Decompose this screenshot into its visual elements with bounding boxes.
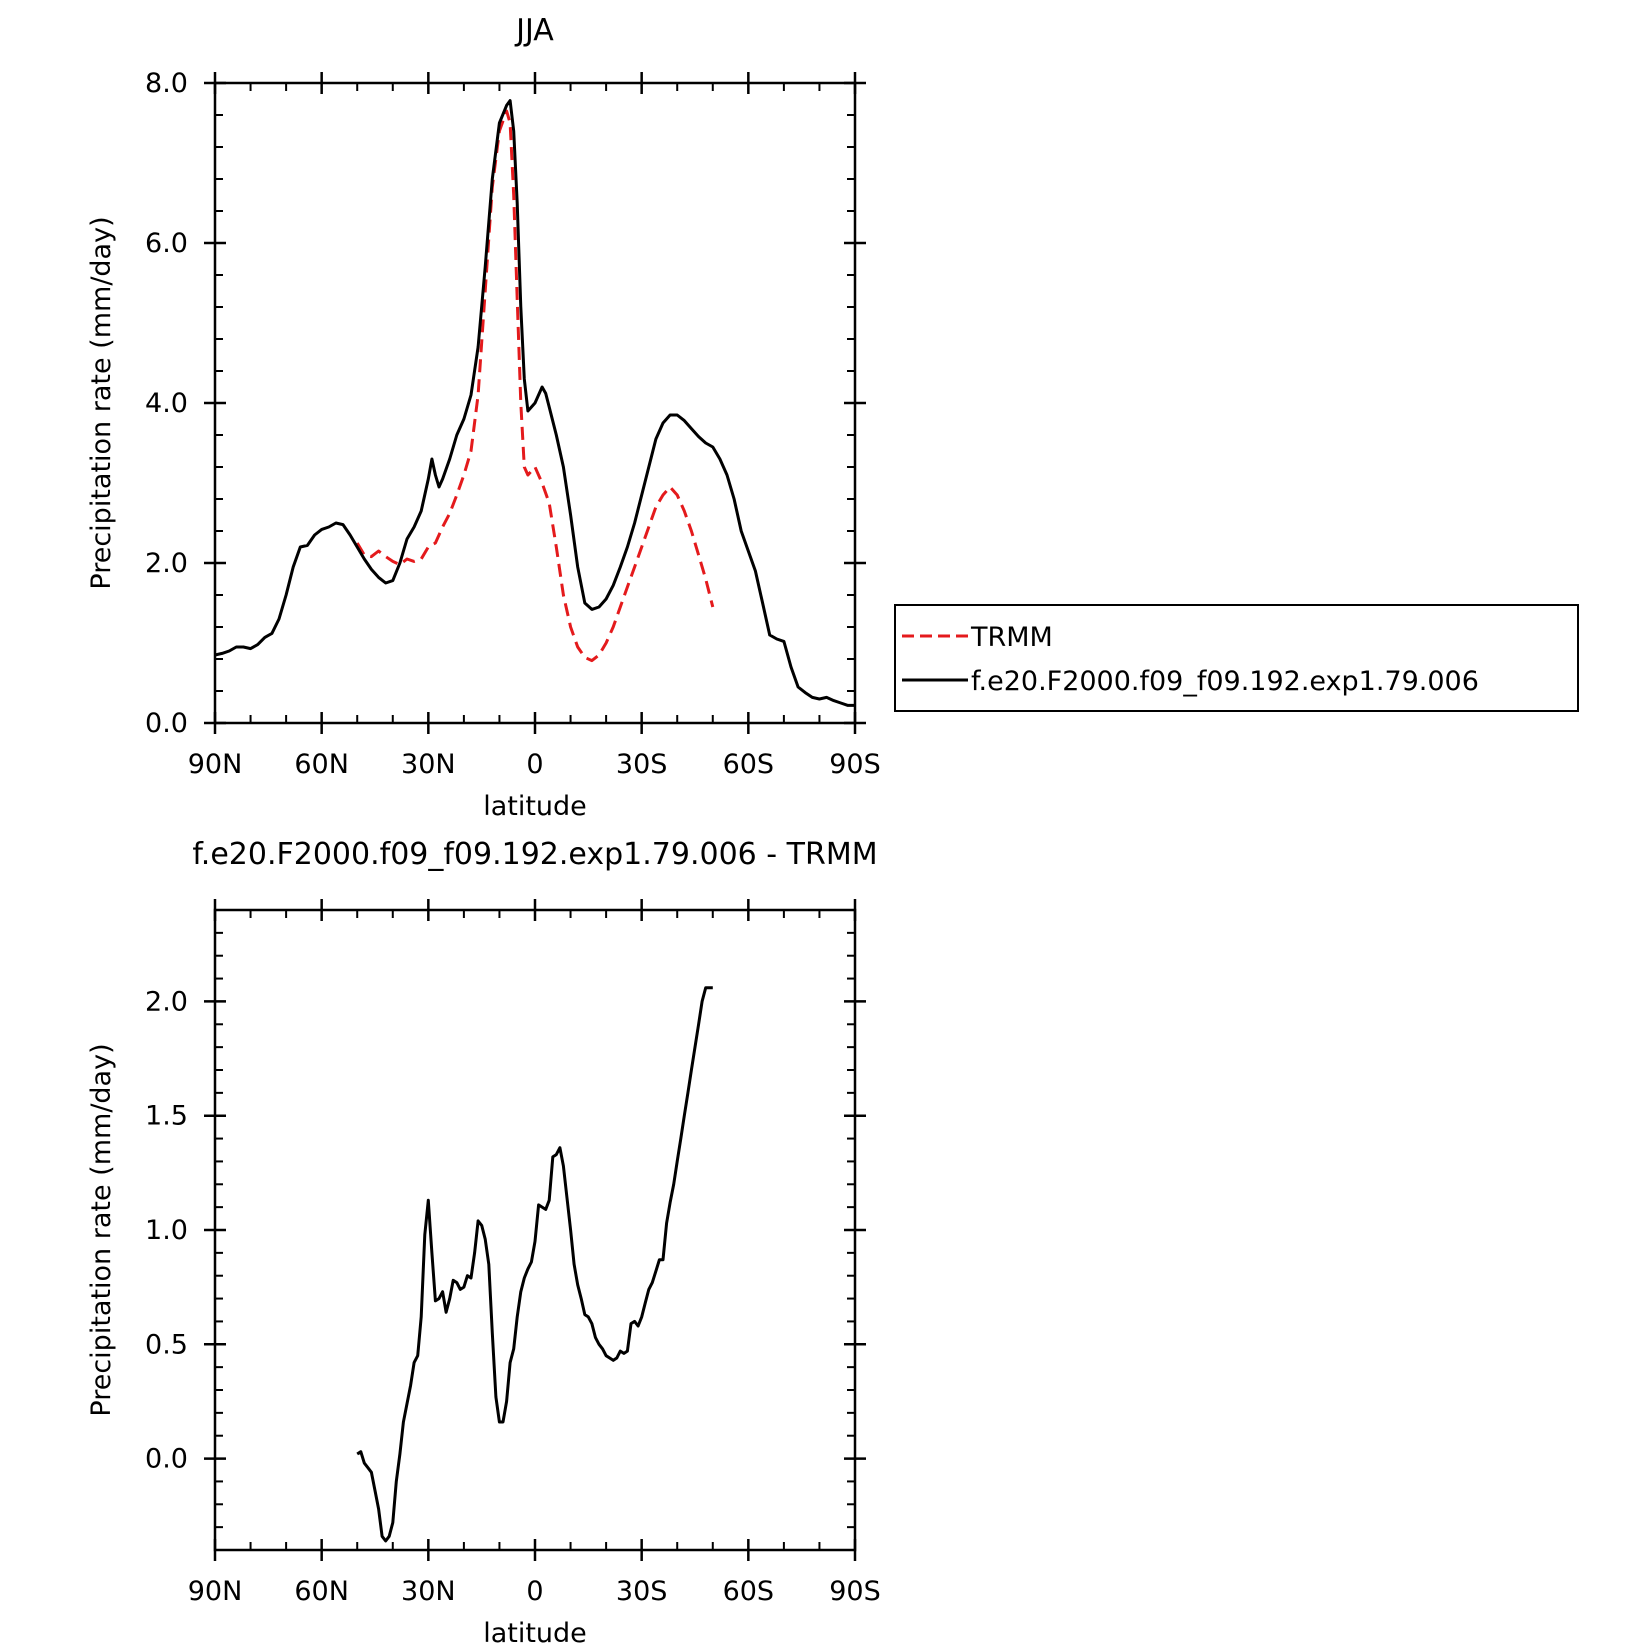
chart-title: f.e20.F2000.f09_f09.192.exp1.79.006 - TR… xyxy=(192,837,877,872)
x-tick-label: 60N xyxy=(294,1576,349,1607)
x-tick-label: 60S xyxy=(723,1576,775,1607)
x-tick-label: 60N xyxy=(294,749,349,780)
x-axis-label: latitude xyxy=(483,791,587,822)
y-tick-label: 2.0 xyxy=(145,548,188,579)
x-tick-label: 90S xyxy=(829,1576,881,1607)
x-tick-label: 60S xyxy=(723,749,775,780)
x-tick-label: 30S xyxy=(616,1576,668,1607)
y-tick-label: 0.5 xyxy=(145,1329,188,1360)
x-tick-label: 30N xyxy=(401,1576,456,1607)
y-tick-label: 0.0 xyxy=(145,1444,188,1475)
y-tick-label: 6.0 xyxy=(145,228,188,259)
y-tick-label: 1.0 xyxy=(145,1215,188,1246)
x-tick-label: 30S xyxy=(616,749,668,780)
y-tick-label: 8.0 xyxy=(145,68,188,99)
y-tick-label: 2.0 xyxy=(145,986,188,1017)
x-tick-label: 0 xyxy=(526,749,543,780)
x-tick-label: 0 xyxy=(526,1576,543,1607)
x-tick-label: 90N xyxy=(188,1576,243,1607)
y-tick-label: 0.0 xyxy=(145,708,188,739)
series-line-f-e20-f2000-f09-f09-192-exp1-79-006 xyxy=(214,99,855,707)
chart-title: JJA xyxy=(514,13,554,48)
x-tick-label: 30N xyxy=(401,749,456,780)
series-line-1-0 xyxy=(356,986,713,1543)
legend-label: TRMM xyxy=(970,622,1053,653)
series-line-trmm xyxy=(355,109,715,663)
y-tick-label: 4.0 xyxy=(145,388,188,419)
y-tick-label: 1.5 xyxy=(145,1101,188,1132)
y-axis-label: Precipitation rate (mm/day) xyxy=(86,1043,117,1416)
x-tick-label: 90S xyxy=(829,749,881,780)
y-axis-label: Precipitation rate (mm/day) xyxy=(86,216,117,589)
x-axis-label: latitude xyxy=(483,1618,587,1649)
difference-chart: f.e20.F2000.f09_f09.192.exp1.79.006 - TR… xyxy=(86,837,881,1649)
legend-label: f.e20.F2000.f09_f09.192.exp1.79.006 xyxy=(971,666,1479,697)
x-tick-label: 90N xyxy=(188,749,243,780)
precipitation-chart-jja: JJA 90N 60N 30N 0 30S 60S 90S 0.0 2.0 4.0 6.0 8.0 lat… xyxy=(86,13,881,822)
legend-box xyxy=(894,604,1579,712)
legend: TRMM f.e20.F2000.f09_f09.192.exp1.79.006 xyxy=(894,604,1579,712)
